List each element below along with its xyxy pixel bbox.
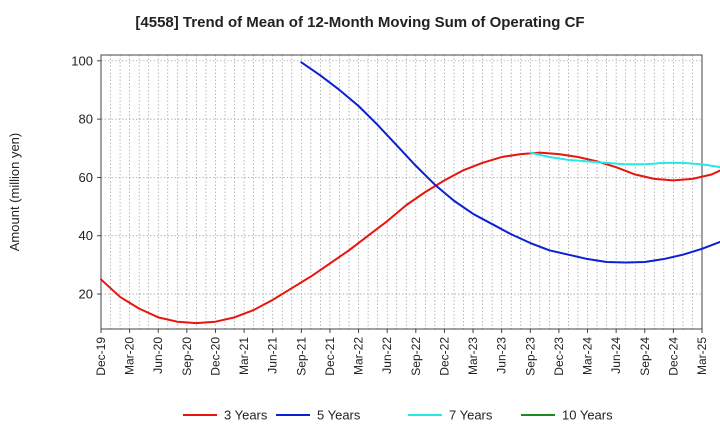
y-tick-label: 40	[79, 228, 93, 243]
x-tick-label: Mar-22	[352, 337, 366, 375]
series-line-1	[300, 61, 720, 264]
x-axis: Dec-19 Mar-20 Jun-20 Sep-20 Dec-20 Mar-21 Jun-…	[94, 329, 709, 376]
x-tick-label: Sep-22	[409, 337, 423, 376]
x-tick-label: Dec-24	[666, 337, 680, 376]
x-tick-label: Mar-23	[466, 337, 480, 375]
plot-background	[101, 55, 702, 329]
grid	[101, 55, 702, 329]
series-line-0	[100, 151, 720, 325]
y-axis: 20 40 60 80 100	[71, 53, 101, 302]
x-tick-label: Dec-19	[94, 337, 108, 376]
x-tick-label: Sep-24	[638, 337, 652, 376]
legend-label: 7 Years	[449, 408, 493, 423]
x-tick-label: Sep-20	[180, 337, 194, 376]
y-tick-label: 60	[79, 170, 93, 185]
x-tick-label: Jun-20	[151, 337, 165, 374]
chart-title: [4558] Trend of Mean of 12-Month Moving …	[135, 14, 585, 31]
x-tick-label: Sep-23	[523, 337, 537, 376]
legend-label: 3 Years	[224, 408, 268, 423]
legend-label: 10 Years	[562, 408, 613, 423]
x-tick-label: Jun-21	[266, 337, 280, 374]
series-line-2	[529, 151, 720, 169]
x-tick-label: Jun-23	[495, 337, 509, 374]
x-tick-label: Mar-25	[695, 337, 709, 375]
y-tick-label: 80	[79, 112, 93, 127]
plot-frame	[100, 54, 703, 330]
x-tick-label: Dec-23	[552, 337, 566, 376]
x-tick-label: Dec-20	[208, 337, 222, 376]
y-tick-label: 100	[71, 53, 93, 68]
x-tick-label: Dec-21	[323, 337, 337, 376]
x-tick-label: Sep-21	[294, 337, 308, 376]
x-tick-label: Mar-21	[237, 337, 251, 375]
x-tick-label: Jun-22	[380, 337, 394, 374]
x-tick-label: Mar-20	[123, 337, 137, 375]
y-axis-label: Amount (million yen)	[7, 133, 22, 252]
legend: 3 Years 5 Years 7 Years 10 Years	[183, 408, 613, 423]
x-tick-label: Mar-24	[581, 337, 595, 375]
legend-label: 5 Years	[317, 408, 361, 423]
x-tick-label: Dec-22	[437, 337, 451, 376]
x-tick-label: Jun-24	[609, 337, 623, 374]
series-layer	[100, 61, 720, 325]
y-tick-label: 20	[79, 287, 93, 302]
